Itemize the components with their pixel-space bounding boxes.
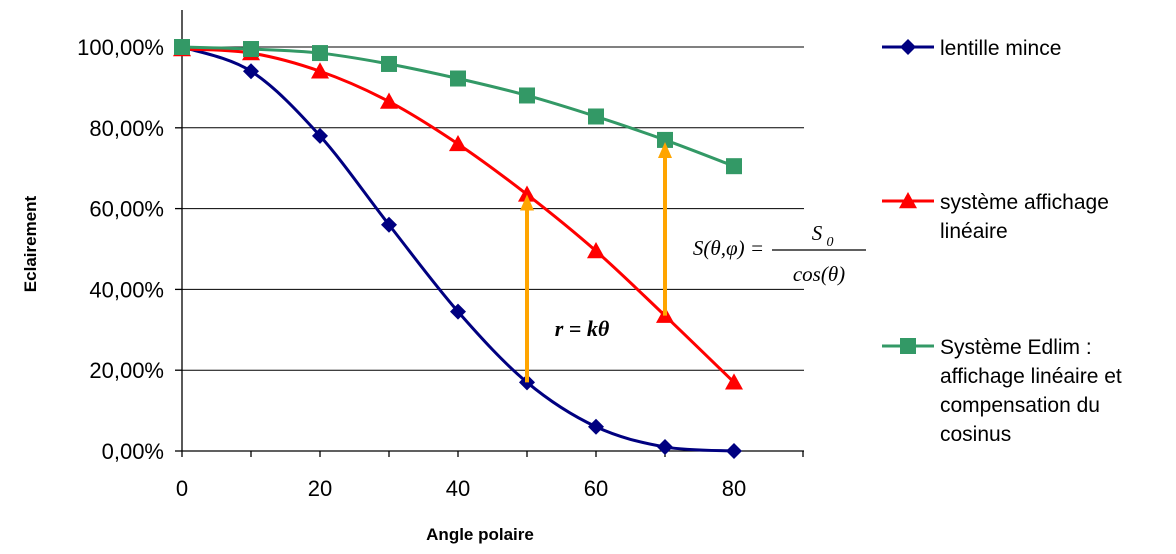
s-formula-subscript: 0 xyxy=(827,235,834,250)
data-point xyxy=(657,438,673,455)
r-formula: r = kθ xyxy=(555,316,610,341)
legend-marker xyxy=(899,192,917,209)
orange-arrowhead xyxy=(658,142,672,158)
annotations: r = kθ S(θ,φ) = S 0 cos(θ) xyxy=(520,142,866,383)
legend-label: affichage linéaire et xyxy=(940,365,1122,388)
data-point xyxy=(518,185,536,202)
data-point xyxy=(725,373,743,390)
axes xyxy=(181,10,804,452)
legend-label: compensation du xyxy=(940,394,1100,417)
s-formula-numerator: S xyxy=(812,221,823,245)
y-tick-label: 20,00% xyxy=(89,358,164,383)
data-point xyxy=(588,418,604,435)
series-1 xyxy=(174,39,742,459)
data-point xyxy=(381,55,397,72)
legend-marker xyxy=(900,39,916,55)
data-point xyxy=(311,62,329,79)
data-point xyxy=(587,242,605,259)
x-tick-label: 20 xyxy=(308,476,332,501)
data-point xyxy=(657,131,673,148)
series-2 xyxy=(173,40,743,390)
grid-lines xyxy=(182,46,804,371)
data-point xyxy=(243,41,259,58)
legend-label: système affichage xyxy=(940,191,1109,214)
tick-labels: 0,00% 20,00% 40,00% 60,00% 80,00% 100,00% 0 20 4… xyxy=(77,35,804,501)
y-tick-label: 100,00% xyxy=(77,35,164,60)
series xyxy=(173,39,743,459)
y-tick-label: 40,00% xyxy=(89,277,164,302)
data-point xyxy=(588,108,604,125)
data-point xyxy=(312,127,328,144)
y-tick-label: 60,00% xyxy=(89,197,164,222)
y-axis-title: Eclairement xyxy=(21,195,40,292)
y-tick-label: 80,00% xyxy=(89,116,164,141)
x-tick-label: 60 xyxy=(584,476,608,501)
orange-arrowhead xyxy=(520,194,534,211)
legend-marker xyxy=(900,338,916,354)
x-tick-label: 40 xyxy=(446,476,470,501)
series-line xyxy=(181,45,735,453)
legend-label: lentille mince xyxy=(940,37,1061,60)
data-point xyxy=(174,39,190,55)
data-point xyxy=(380,92,398,109)
data-point xyxy=(450,303,466,320)
data-point xyxy=(243,63,259,80)
legend-item-2: système affichage linéaire xyxy=(882,191,1109,243)
legend-item-3: Système Edlim : affichage linéaire et comp… xyxy=(882,336,1122,446)
series-line xyxy=(181,47,736,384)
legend-label: cosinus xyxy=(940,423,1011,446)
series-3 xyxy=(174,39,742,175)
data-point xyxy=(726,158,742,175)
x-tick-label: 80 xyxy=(722,476,746,501)
legend: lentille mince système affichage linéaire S… xyxy=(882,37,1122,446)
data-point xyxy=(312,45,328,62)
legend-label: linéaire xyxy=(940,220,1008,243)
data-point xyxy=(519,87,535,104)
y-tick-label: 0,00% xyxy=(102,439,164,464)
legend-label: Système Edlim : xyxy=(940,336,1092,359)
s-formula-denominator: cos(θ) xyxy=(793,262,845,286)
legend-item-1: lentille mince xyxy=(882,37,1061,60)
data-point xyxy=(726,443,742,459)
data-point xyxy=(381,216,397,233)
s-formula-lhs: S(θ,φ) = xyxy=(693,236,764,260)
data-point xyxy=(449,134,467,152)
x-axis-title: Angle polaire xyxy=(426,525,534,544)
x-tick-label: 0 xyxy=(176,476,188,501)
data-point xyxy=(450,70,466,87)
